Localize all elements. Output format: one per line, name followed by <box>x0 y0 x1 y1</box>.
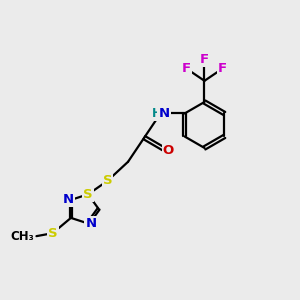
Text: F: F <box>200 53 209 66</box>
Text: H: H <box>152 107 162 120</box>
Text: N: N <box>158 107 169 120</box>
Text: S: S <box>48 227 58 240</box>
Text: CH₃: CH₃ <box>11 230 34 243</box>
Text: F: F <box>218 62 227 75</box>
Text: N: N <box>62 194 74 206</box>
Text: F: F <box>182 62 191 75</box>
Text: S: S <box>103 174 112 188</box>
Text: O: O <box>163 143 174 157</box>
Text: N: N <box>85 217 97 230</box>
Text: S: S <box>83 188 93 201</box>
